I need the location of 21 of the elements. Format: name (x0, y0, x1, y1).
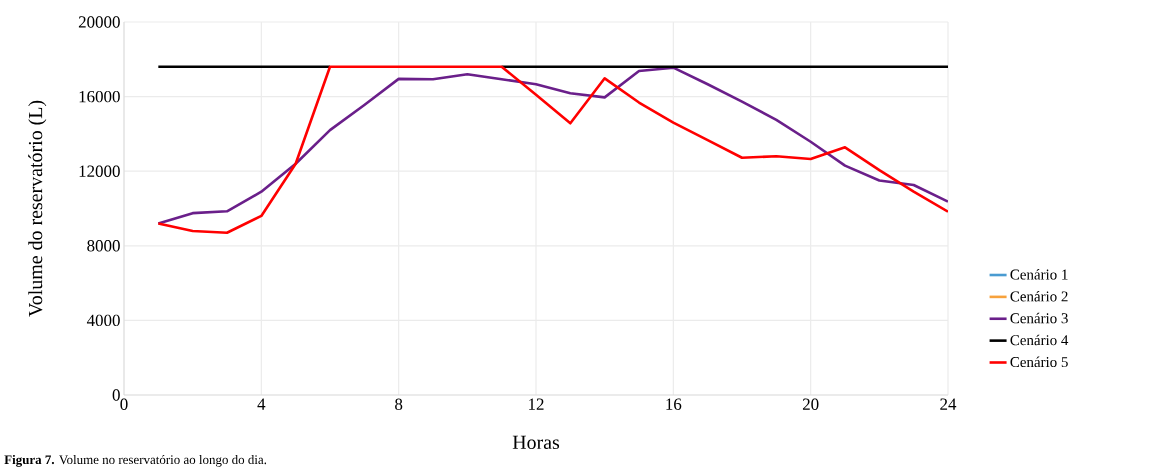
x-tick-label: 24 (940, 398, 957, 410)
x-tick-label: 0 (120, 398, 128, 410)
legend-label: Cenário 5 (1010, 356, 1068, 368)
y-tick-label: 12000 (79, 165, 120, 177)
text: Figura 7. Volume no reservatório ao longo do dia. (4, 454, 267, 467)
x-tick-label: 12 (529, 398, 544, 410)
legend-label: Cenário 2 (1010, 290, 1068, 302)
x-tick-label: 16 (666, 398, 682, 410)
y-tick-label: 0 (112, 389, 120, 401)
legend-label: Cenário 4 (1010, 334, 1069, 346)
x-tick-label: 8 (395, 398, 403, 410)
y-tick-label: 16000 (79, 90, 120, 103)
legend-label: Cenário 1 (1010, 269, 1068, 280)
y-tick-label: 4000 (86, 314, 120, 327)
y-axis-title: Volume do reservatório (L) (28, 100, 47, 317)
x-tick-label: 20 (802, 398, 819, 410)
y-tick-label: 8000 (87, 240, 120, 252)
x-tick-label: 4 (257, 398, 266, 410)
legend-label: Cenário 3 (1010, 312, 1068, 324)
y-tick-label: 20000 (78, 16, 120, 28)
x-axis-title: Horas (512, 435, 560, 450)
